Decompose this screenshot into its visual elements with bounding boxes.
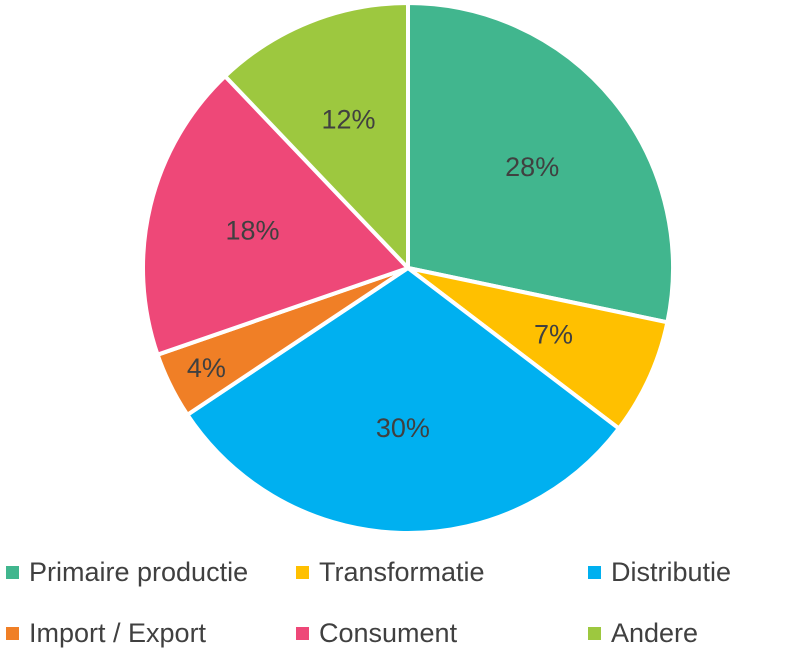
data-label-consument: 18% [225, 215, 279, 245]
data-label-transformatie: 7% [534, 319, 573, 349]
data-label-distributie: 30% [376, 413, 430, 443]
legend-item-andere: Andere [588, 613, 698, 653]
data-label-primaire-productie: 28% [505, 152, 559, 182]
legend-swatch-import-export [6, 626, 19, 640]
pie-slice-andere [223, 1, 410, 270]
data-label-andere: 12% [322, 104, 376, 134]
pie-slice-primaire-productie [406, 1, 675, 325]
legend-item-primaire-productie: Primaire productie [6, 552, 248, 592]
legend-label-andere: Andere [611, 617, 699, 648]
legend-swatch-distributie [588, 565, 601, 579]
pie-chart-plot: 28% 7% 30% 4% 18% 12% [141, 1, 675, 535]
legend-label-transformatie: Transformatie [319, 556, 485, 587]
data-label-import-export: 4% [187, 353, 226, 383]
legend-item-consument: Consument [296, 613, 457, 653]
legend-label-consument: Consument [319, 617, 458, 648]
legend-label-primaire-productie: Primaire productie [29, 556, 249, 587]
legend-item-transformatie: Transformatie [296, 552, 485, 592]
legend-swatch-andere [588, 626, 601, 640]
legend-swatch-primaire-productie [6, 565, 19, 579]
legend-label-import-export: Import / Export [29, 617, 207, 648]
legend-swatch-transformatie [296, 565, 309, 579]
pie-slice-transformatie [406, 266, 670, 431]
pie-slice-consument [141, 74, 410, 357]
slice-labels: 28% 7% 30% 4% 18% 12% [187, 104, 573, 442]
pie-slice-distributie [185, 266, 621, 535]
legend-swatch-consument [296, 626, 309, 640]
chart-legend: Primaire productie Transformatie Distrib… [0, 545, 812, 654]
legend-label-distributie: Distributie [611, 556, 732, 587]
legend-item-import-export: Import / Export [6, 613, 206, 653]
legend-item-distributie: Distributie [588, 552, 731, 592]
